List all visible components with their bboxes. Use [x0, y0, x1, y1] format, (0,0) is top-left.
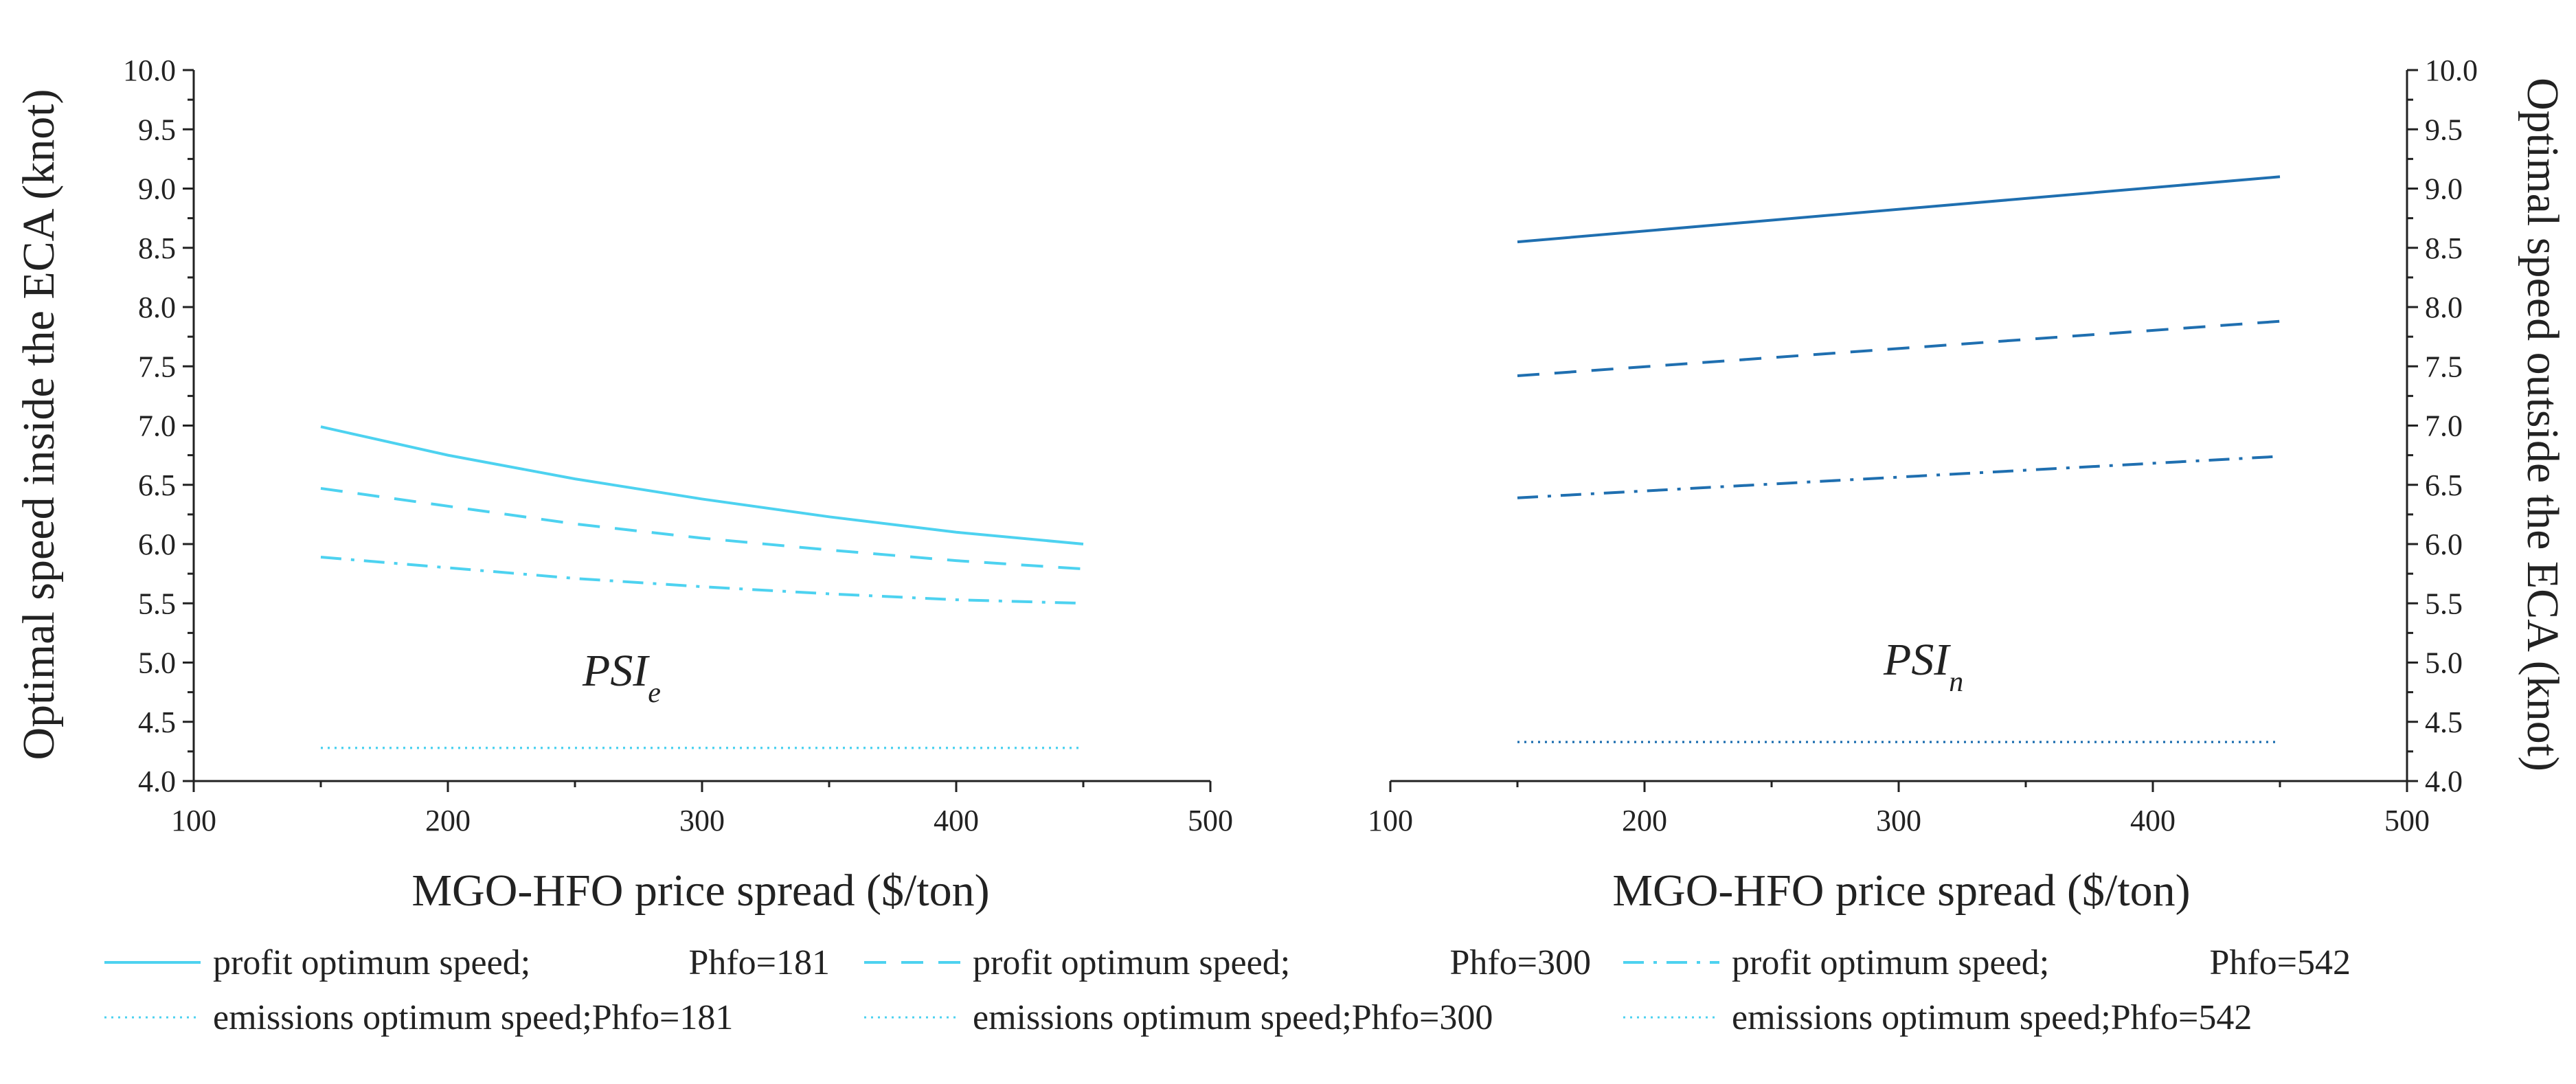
panel0-y-tick-label: 9.0 [138, 172, 176, 206]
panel1-x-tick-label: 100 [1368, 804, 1413, 837]
legend-value: Phfo=300 [1449, 943, 1591, 982]
panel0-y-tick-label: 5.5 [138, 587, 176, 620]
panel1-y-tick-label: 9.5 [2425, 113, 2463, 146]
right-panel-label: PSIn [1883, 635, 1963, 698]
panel1-series-line-dashed [1517, 319, 2281, 378]
panel0-y-tick-label: 5.0 [138, 646, 176, 680]
panel0-y-tick-label: 4.5 [138, 705, 176, 739]
panel1-y-tick-label: 5.5 [2425, 587, 2463, 620]
panel1-y-tick-label: 4.5 [2425, 705, 2463, 739]
left-panel-label-subscript: e [648, 677, 661, 709]
legend-label: emissions optimum speed;Phfo=300 [973, 998, 1493, 1037]
panel0-y-tick-label: 7.0 [138, 409, 176, 443]
right-panel-outside-eca: Optimal speed outside the ECA (knot) MGO… [1368, 54, 2568, 916]
panel1-series-line-solid [1517, 175, 2281, 244]
right-panel-label-main: PSI [1883, 635, 1951, 685]
panel1-x-tick-label: 300 [1876, 804, 1921, 837]
panel0-y-tick-label: 6.5 [138, 468, 176, 502]
panel1-series-line-dashdot [1517, 455, 2281, 499]
panel1-y-tick-label: 10.0 [2425, 54, 2478, 87]
panel1-y-tick-label: 9.0 [2425, 172, 2463, 206]
panel0-y-tick-label: 7.5 [138, 350, 176, 383]
panel0-y-tick-label: 6.0 [138, 528, 176, 561]
left-panel-x-axis-title: MGO-HFO price spread ($/ton) [411, 866, 989, 916]
legend-value: Phfo=542 [2209, 943, 2351, 982]
panel0-x-tick-label: 400 [934, 804, 979, 837]
right-panel-x-axis-title: MGO-HFO price spread ($/ton) [1612, 866, 2190, 916]
legend-label: profit optimum speed; [213, 943, 530, 982]
legend-label: emissions optimum speed;Phfo=181 [213, 998, 733, 1037]
legend-label: profit optimum speed; [1732, 943, 2049, 982]
panel1-y-tick-label: 6.5 [2425, 468, 2463, 502]
panel0-y-tick-label: 4.0 [138, 765, 176, 798]
right-panel-label-subscript: n [1949, 666, 1963, 698]
chart-legend: profit optimum speed; Phfo=181 profit opti… [104, 943, 2351, 1037]
panel1-y-tick-label: 7.0 [2425, 409, 2463, 443]
legend-label: profit optimum speed; [973, 943, 1290, 982]
right-panel-y-axis-title: Optimal speed outside the ECA (knot) [2518, 78, 2568, 771]
panel0-x-tick-label: 300 [679, 804, 725, 837]
left-panel-y-axis-title: Optimal speed inside the ECA (knot) [14, 89, 64, 760]
panel0-y-tick-label: 9.5 [138, 113, 176, 146]
panel1-y-tick-label: 8.5 [2425, 232, 2463, 265]
left-panel-inside-eca: Optimal speed inside the ECA (knot) MGO-… [14, 54, 1233, 916]
legend-value: Phfo=181 [688, 943, 830, 982]
panel1-y-tick-label: 8.0 [2425, 291, 2463, 324]
panel0-series-line-solid [320, 425, 1084, 545]
legend-label: emissions optimum speed;Phfo=542 [1732, 998, 2252, 1037]
panel1-x-tick-label: 500 [2384, 804, 2430, 837]
panel0-y-tick-label: 10.0 [123, 54, 176, 87]
panel0-series-line-dashdot [320, 555, 1084, 605]
left-panel-label-main: PSI [582, 646, 650, 696]
panel1-y-tick-label: 5.0 [2425, 646, 2463, 680]
panel1-y-tick-label: 6.0 [2425, 528, 2463, 561]
panel0-x-tick-label: 500 [1188, 804, 1233, 837]
panel0-x-tick-label: 100 [171, 804, 216, 837]
panel1-x-tick-label: 200 [1622, 804, 1667, 837]
panel0-x-tick-label: 200 [425, 804, 471, 837]
panel0-series-line-dashed [320, 486, 1084, 571]
panel1-x-tick-label: 400 [2130, 804, 2176, 837]
left-panel-label: PSIe [582, 646, 661, 709]
panel1-y-tick-label: 7.5 [2425, 350, 2463, 383]
panel0-y-tick-label: 8.5 [138, 232, 176, 265]
panel0-y-tick-label: 8.0 [138, 291, 176, 324]
panel1-y-tick-label: 4.0 [2425, 765, 2463, 798]
